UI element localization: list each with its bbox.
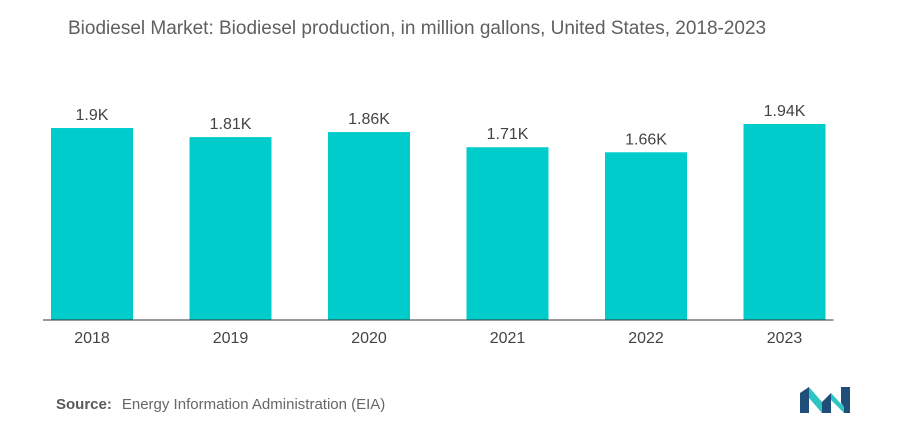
- bar-2018: [51, 128, 133, 320]
- data-label-2018: 1.9K: [76, 107, 109, 124]
- x-tick-label-2020: 2020: [351, 330, 387, 347]
- source-text: Energy Information Administration (EIA): [121, 396, 386, 413]
- bar-2022: [605, 152, 687, 320]
- x-tick-label-2019: 2019: [213, 330, 249, 347]
- x-tick-labels-group: 2018 2019 2020 2021 2022 2023: [74, 330, 802, 347]
- bar-2019: [189, 137, 272, 320]
- data-label-2019: 1.81K: [210, 116, 252, 133]
- bar-2020: [328, 132, 410, 320]
- data-labels-group: 1.9K 1.81K 1.86K 1.71K 1.66K 1.94K: [76, 103, 806, 148]
- data-label-2023: 1.94K: [764, 103, 806, 120]
- bar-2021: [466, 147, 549, 320]
- bar-2023: [743, 124, 826, 320]
- bars-group: [51, 124, 826, 320]
- x-tick-label-2018: 2018: [74, 330, 110, 347]
- x-tick-label-2023: 2023: [767, 330, 803, 347]
- source-note: Source: Energy Information Administration…: [56, 396, 385, 413]
- chart-title: Biodiesel Market: Biodiesel production, …: [68, 18, 767, 39]
- mordor-intelligence-logo-icon: [800, 387, 850, 413]
- x-tick-label-2022: 2022: [628, 330, 664, 347]
- source-label: Source:: [56, 396, 112, 413]
- data-label-2020: 1.86K: [348, 111, 390, 128]
- data-label-2021: 1.71K: [487, 126, 529, 143]
- data-label-2022: 1.66K: [625, 131, 667, 148]
- x-tick-label-2021: 2021: [490, 330, 526, 347]
